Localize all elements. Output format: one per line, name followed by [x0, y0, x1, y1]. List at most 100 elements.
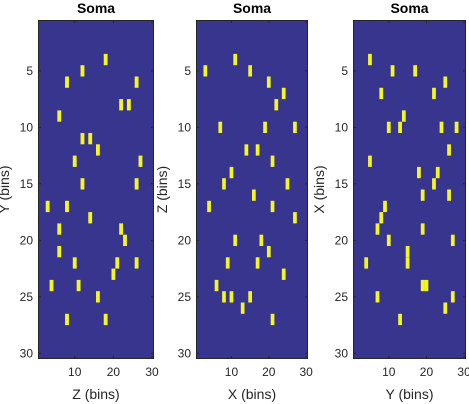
- data-cell: [134, 76, 139, 88]
- data-cell: [447, 144, 451, 156]
- y-tick-label: 10: [178, 120, 192, 134]
- x-tick-label: 30: [457, 365, 469, 379]
- data-cell: [281, 87, 286, 100]
- x-axis-label: Z (bins): [72, 386, 119, 402]
- panel-2: 10 20 30 5 10 15 20 25 30 Soma X (bins) Z (bins): [154, 0, 313, 402]
- data-cell: [270, 155, 275, 167]
- data-cell: [439, 121, 444, 133]
- data-cell: [398, 121, 402, 133]
- panel-1: 10 20 30 5 10 15 20 25 30 Soma Z (bins) Y (bins): [0, 0, 159, 402]
- data-cell: [285, 178, 290, 190]
- data-cell: [225, 257, 230, 269]
- y-tick-label: 5: [341, 64, 348, 78]
- data-cell: [259, 234, 264, 246]
- data-cell: [281, 268, 286, 280]
- data-cell: [368, 155, 372, 167]
- data-cell: [57, 223, 62, 235]
- x-axis-label: Y (bins): [386, 386, 434, 402]
- y-tick-label: 5: [26, 64, 33, 78]
- data-cell: [368, 53, 372, 66]
- data-cell: [229, 291, 234, 303]
- data-cell: [379, 87, 384, 100]
- data-cell: [447, 189, 451, 201]
- y-tick-label: 25: [335, 290, 349, 304]
- y-tick-label: 15: [335, 177, 349, 191]
- data-cell: [383, 200, 387, 213]
- data-cell: [255, 257, 260, 269]
- y-axis-label: Z (bins): [154, 166, 170, 213]
- data-cell: [115, 257, 120, 269]
- data-cell: [126, 99, 131, 111]
- y-tick-label: 15: [178, 177, 192, 191]
- data-cell: [443, 76, 448, 88]
- data-cell: [375, 291, 380, 303]
- y-axis-label: Y (bins): [0, 166, 12, 214]
- y-tick-label: 25: [20, 290, 34, 304]
- x-axis-label: X (bins): [228, 386, 276, 402]
- data-cell: [413, 65, 418, 77]
- data-cell: [432, 178, 436, 190]
- data-cell: [203, 65, 208, 77]
- data-cell: [420, 279, 425, 292]
- data-cell: [379, 212, 384, 224]
- data-cell: [270, 313, 275, 326]
- data-cell: [435, 166, 440, 179]
- data-cell: [266, 76, 271, 88]
- data-cell: [76, 279, 81, 292]
- data-cell: [45, 200, 50, 213]
- chart-title: Soma: [390, 0, 428, 16]
- data-cell: [65, 76, 69, 88]
- data-cell: [57, 246, 62, 258]
- data-cell: [364, 257, 369, 269]
- data-cell: [111, 268, 116, 280]
- y-tick-label: 25: [178, 290, 192, 304]
- data-cell: [233, 234, 238, 246]
- x-tick-label: 10: [382, 365, 396, 379]
- chart-title: Soma: [77, 0, 115, 16]
- data-cell: [454, 121, 459, 133]
- y-tick-label: 10: [335, 120, 349, 134]
- data-cell: [134, 178, 139, 190]
- data-cell: [240, 302, 245, 314]
- axes-frame: [38, 20, 154, 359]
- data-cell: [233, 53, 238, 66]
- data-cell: [72, 257, 77, 269]
- data-cell: [390, 65, 395, 77]
- data-cell: [417, 166, 421, 179]
- data-cell: [263, 121, 267, 133]
- data-cell: [218, 121, 223, 133]
- data-cell: [80, 65, 85, 77]
- y-tick-label: 30: [335, 346, 349, 360]
- x-tick-label: 20: [262, 365, 276, 379]
- data-cell: [103, 53, 108, 66]
- data-cell: [450, 234, 455, 246]
- data-cell: [123, 234, 127, 246]
- x-tick-label: 30: [299, 365, 313, 379]
- data-cell: [65, 200, 69, 213]
- y-tick-label: 10: [20, 120, 34, 134]
- data-cell: [248, 65, 252, 77]
- data-cell: [119, 99, 124, 111]
- y-tick-label: 15: [20, 177, 34, 191]
- y-tick-label: 20: [178, 233, 192, 247]
- data-cell: [443, 302, 448, 314]
- data-cell: [274, 99, 279, 111]
- data-cell: [80, 178, 85, 190]
- y-tick-label: 30: [20, 346, 34, 360]
- data-cell: [270, 200, 275, 213]
- data-cell: [398, 313, 402, 326]
- y-tick-label: 30: [178, 346, 192, 360]
- data-cell: [248, 291, 252, 303]
- y-tick-label: 5: [184, 64, 191, 78]
- data-cell: [65, 313, 69, 326]
- data-cell: [293, 212, 297, 224]
- axes-frame: [196, 20, 308, 359]
- x-tick-label: 10: [68, 365, 82, 379]
- data-cell: [103, 313, 108, 326]
- data-cell: [119, 223, 124, 235]
- data-cell: [266, 246, 271, 258]
- panel-3: 10 20 30 5 10 15 20 25 30 Soma Y (bins) X (bins): [311, 0, 469, 402]
- data-cell: [72, 155, 77, 167]
